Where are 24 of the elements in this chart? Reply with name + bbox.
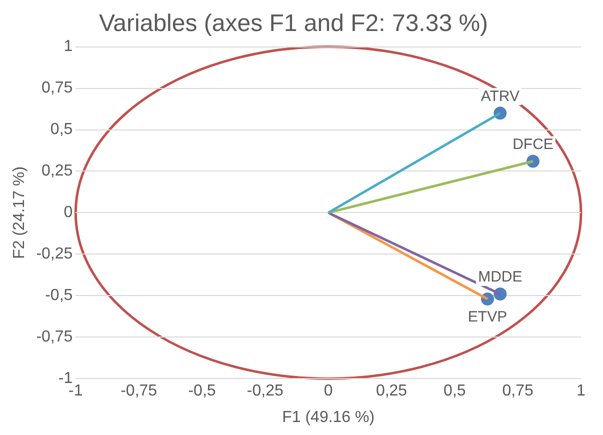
y-tick-label: -1 xyxy=(58,370,73,388)
y-tick-label: 0,5 xyxy=(50,121,73,138)
y-tick-label: -0,75 xyxy=(36,328,73,346)
x-tick-label: -0,75 xyxy=(120,382,158,400)
series-label: ATRV xyxy=(480,88,520,105)
y-axis-title: F2 (24.17 %) xyxy=(11,166,28,259)
y-tick-label: -0,5 xyxy=(45,287,73,304)
y-tick-label: 1 xyxy=(64,38,73,56)
y-tick-label: 0,25 xyxy=(42,162,73,180)
chart-title: Variables (axes F1 and F2: 73.33 %) xyxy=(98,10,488,38)
y-tick-label: -0,25 xyxy=(36,246,73,263)
series-label: MDDE xyxy=(478,268,522,286)
x-tick-label: -0,25 xyxy=(246,382,284,400)
y-tick-label: 0,75 xyxy=(42,80,73,97)
x-tick-label: 0,25 xyxy=(376,382,408,400)
x-axis-title: F1 (49.16 %) xyxy=(282,408,375,426)
x-tick-label: 1 xyxy=(576,382,586,400)
x-tick-label: 0,75 xyxy=(502,382,534,400)
x-tick-label: -0,5 xyxy=(188,382,216,400)
x-tick-label: 0,5 xyxy=(444,382,466,400)
y-tick-label: 0 xyxy=(64,204,73,222)
series-label: DFCE xyxy=(512,136,554,153)
x-tick-label: 0 xyxy=(324,382,333,400)
series-label: ETVP xyxy=(468,308,508,326)
